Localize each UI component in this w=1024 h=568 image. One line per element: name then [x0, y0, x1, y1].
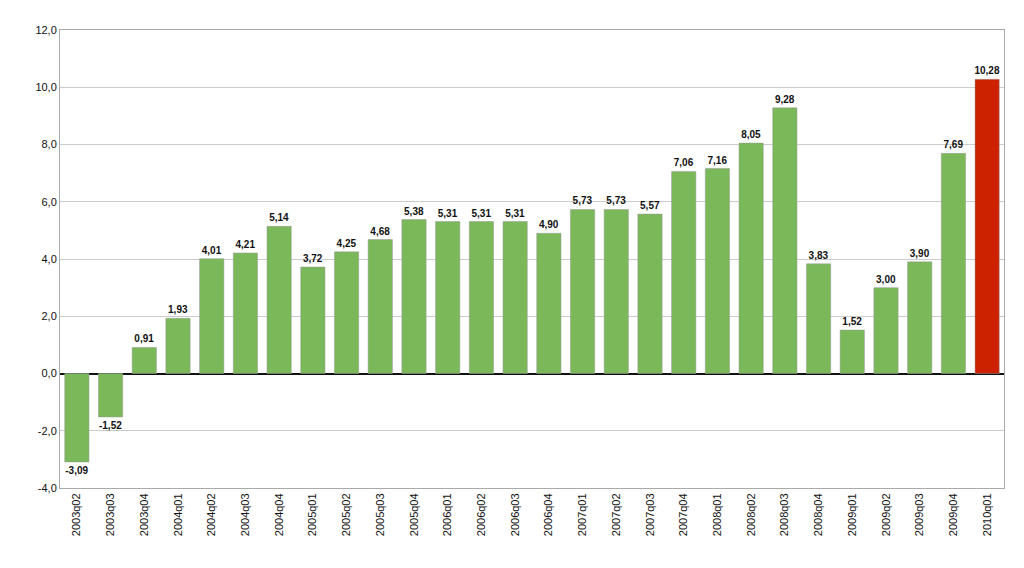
svg-text:2008q02: 2008q02: [745, 493, 757, 536]
svg-text:8,0: 8,0: [42, 138, 57, 150]
svg-text:2007q04: 2007q04: [677, 493, 689, 536]
svg-text:2,0: 2,0: [42, 310, 57, 322]
svg-text:5,14: 5,14: [269, 212, 289, 223]
svg-text:3,90: 3,90: [910, 248, 930, 259]
svg-text:2003q03: 2003q03: [104, 493, 116, 536]
svg-text:2004q01: 2004q01: [172, 493, 184, 536]
svg-text:2008q04: 2008q04: [812, 493, 824, 536]
svg-text:3,72: 3,72: [303, 253, 323, 264]
svg-text:5,57: 5,57: [640, 200, 660, 211]
svg-text:2006q02: 2006q02: [475, 493, 487, 536]
svg-text:2004q02: 2004q02: [205, 493, 217, 536]
svg-text:2005q03: 2005q03: [374, 493, 386, 536]
svg-text:1,93: 1,93: [168, 304, 188, 315]
svg-text:2007q01: 2007q01: [576, 493, 588, 536]
svg-text:-3,09: -3,09: [65, 465, 88, 476]
svg-text:2005q01: 2005q01: [306, 493, 318, 536]
svg-text:2003q04: 2003q04: [138, 493, 150, 536]
svg-text:5,31: 5,31: [438, 208, 458, 219]
svg-text:-2,0: -2,0: [38, 425, 57, 437]
svg-text:2008q01: 2008q01: [711, 493, 723, 536]
svg-text:4,90: 4,90: [539, 219, 559, 230]
svg-text:4,01: 4,01: [202, 245, 222, 256]
svg-text:2004q03: 2004q03: [239, 493, 251, 536]
svg-text:1,52: 1,52: [842, 316, 862, 327]
svg-text:2007q02: 2007q02: [610, 493, 622, 536]
svg-text:2004q04: 2004q04: [273, 493, 285, 536]
svg-text:-4,0: -4,0: [38, 482, 57, 494]
svg-text:2008q03: 2008q03: [778, 493, 790, 536]
svg-text:9,28: 9,28: [775, 94, 795, 105]
svg-text:2009q01: 2009q01: [846, 493, 858, 536]
svg-text:12,0: 12,0: [35, 24, 56, 36]
svg-text:10,0: 10,0: [35, 81, 56, 93]
svg-text:4,68: 4,68: [370, 226, 390, 237]
svg-text:2006q03: 2006q03: [509, 493, 521, 536]
svg-text:7,16: 7,16: [707, 155, 727, 166]
svg-text:3,83: 3,83: [809, 250, 829, 261]
svg-text:4,25: 4,25: [337, 238, 357, 249]
svg-text:-1,52: -1,52: [99, 420, 122, 431]
svg-text:0,91: 0,91: [134, 333, 154, 344]
svg-text:7,69: 7,69: [943, 139, 963, 150]
svg-text:4,0: 4,0: [42, 253, 57, 265]
svg-text:0,0: 0,0: [42, 367, 57, 379]
svg-text:5,31: 5,31: [471, 208, 491, 219]
svg-text:10,28: 10,28: [974, 65, 999, 76]
svg-text:7,06: 7,06: [674, 157, 694, 168]
svg-text:2009q03: 2009q03: [913, 493, 925, 536]
svg-text:2005q02: 2005q02: [340, 493, 352, 536]
svg-text:2009q04: 2009q04: [947, 493, 959, 536]
svg-text:3,00: 3,00: [876, 274, 896, 285]
svg-text:2010q01: 2010q01: [981, 493, 993, 536]
svg-text:4,21: 4,21: [235, 239, 255, 250]
svg-text:2003q02: 2003q02: [70, 493, 82, 536]
svg-text:2006q01: 2006q01: [441, 493, 453, 536]
svg-text:5,31: 5,31: [505, 208, 525, 219]
svg-text:2006q04: 2006q04: [542, 493, 554, 536]
svg-text:2005q04: 2005q04: [408, 493, 420, 536]
svg-text:2009q02: 2009q02: [880, 493, 892, 536]
svg-text:5,38: 5,38: [404, 206, 424, 217]
svg-text:8,05: 8,05: [741, 129, 761, 140]
svg-text:5,73: 5,73: [606, 195, 626, 206]
svg-text:2007q03: 2007q03: [644, 493, 656, 536]
svg-text:5,73: 5,73: [573, 195, 593, 206]
svg-text:6,0: 6,0: [42, 196, 57, 208]
